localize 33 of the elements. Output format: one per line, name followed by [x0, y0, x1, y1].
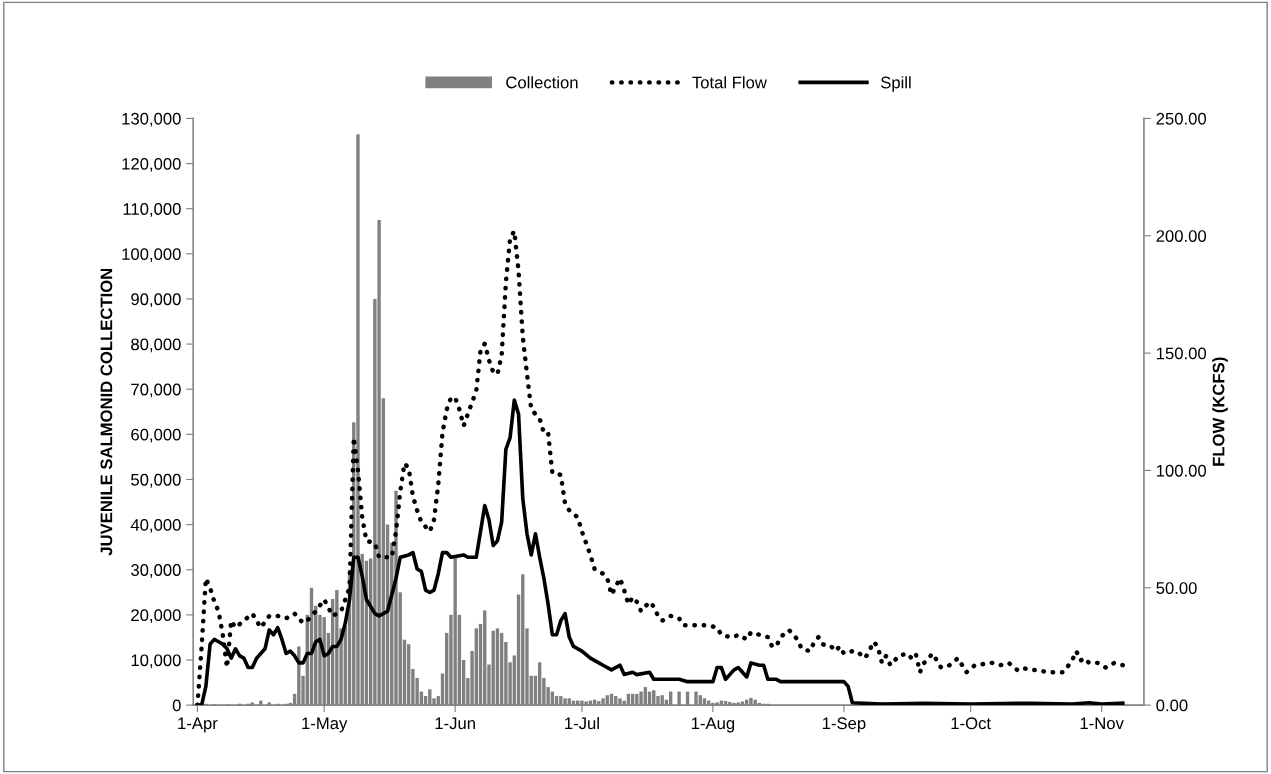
y2-axis-title: FLOW (KCFS) — [1212, 357, 1228, 466]
y-tick-label: 50,000 — [131, 473, 181, 488]
y2-tick-label: 250.00 — [1156, 112, 1207, 125]
y-tick-label: 130,000 — [122, 112, 181, 127]
y-tick-label: 10,000 — [131, 654, 181, 669]
x-tick-label: 1-Jun — [435, 717, 475, 730]
y-tick-label: 40,000 — [130, 518, 181, 533]
x-tick-label: 1-Nov — [1080, 717, 1124, 730]
y2-tick-label: 150.00 — [1156, 347, 1207, 360]
x-tick-label: 1-Jul — [565, 716, 599, 730]
y-tick-label: 30,000 — [131, 564, 181, 578]
x-tick-label: 1-Sep — [822, 717, 866, 733]
y-tick-label: 60,000 — [131, 428, 181, 443]
x-tick-label: 1-Oct — [951, 717, 991, 730]
legend-label: Total Flow — [692, 76, 767, 89]
y-tick-label: 70,000 — [131, 383, 181, 398]
y2-tick-label: 0.00 — [1156, 699, 1188, 712]
y-tick-label: 0 — [172, 699, 181, 712]
y-tick-label: 100,000 — [122, 248, 181, 262]
y-tick-label: 80,000 — [131, 338, 181, 353]
legend-label: Spill — [880, 76, 911, 92]
y-tick-label: 120,000 — [122, 157, 181, 172]
x-tick-label: 1-May — [302, 717, 348, 733]
y-axis-title: JUVENILE SALMONID COLLECTION — [100, 268, 113, 556]
y-tick-label: 110,000 — [123, 203, 181, 217]
x-tick-label: 1-Aug — [691, 717, 735, 733]
y2-tick-label: 200.00 — [1156, 230, 1207, 242]
x-tick-label: 1-Apr — [178, 717, 218, 733]
legend-label: Collection — [506, 76, 578, 89]
y-tick-label: 90,000 — [131, 293, 181, 308]
y2-tick-label: 100.00 — [1156, 464, 1207, 477]
y2-tick-label: 50.00 — [1156, 582, 1197, 594]
y-tick-label: 20,000 — [131, 609, 181, 624]
